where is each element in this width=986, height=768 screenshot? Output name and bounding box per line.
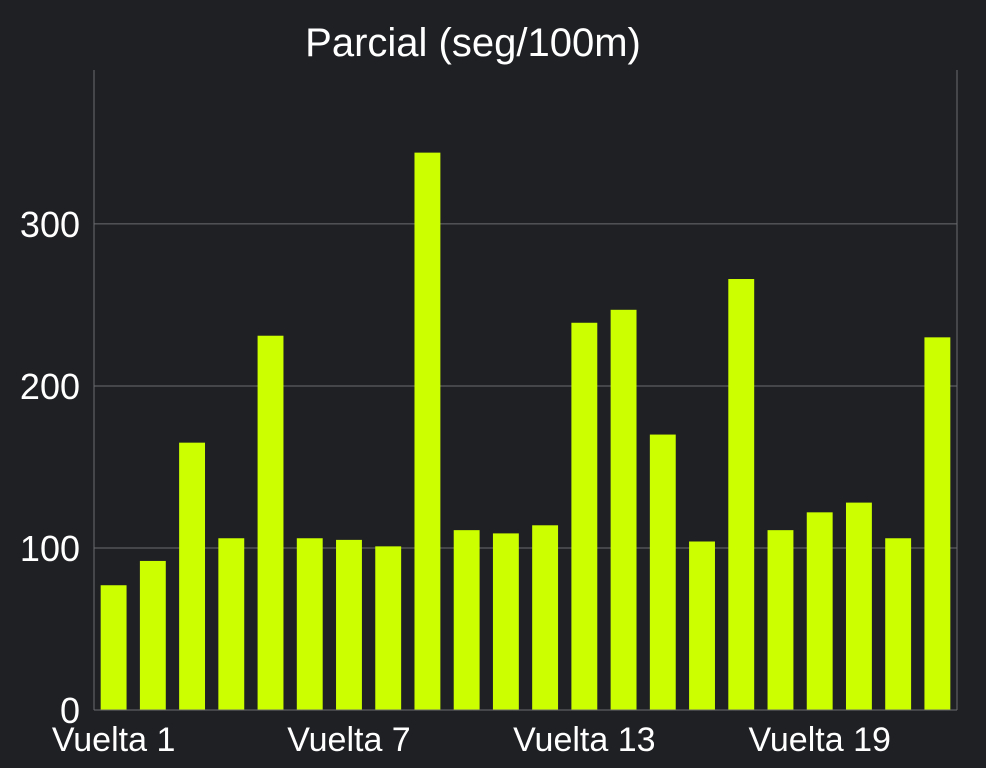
chart-title: Parcial (seg/100m) (305, 21, 641, 65)
bars (100, 152, 951, 710)
bar (492, 533, 519, 710)
y-tick-label: 300 (20, 204, 80, 245)
bar (767, 530, 794, 710)
x-tick-label: Vuelta 13 (513, 721, 655, 759)
x-tick-labels: Vuelta 1 Vuelta 7 Vuelta 13 Vuelta 19 (52, 721, 891, 759)
bar (336, 539, 362, 710)
bar (532, 525, 559, 710)
bar (728, 279, 755, 710)
bar (806, 512, 833, 710)
bar (296, 538, 323, 710)
gridlines (94, 223, 957, 549)
bar (139, 560, 166, 710)
bar (649, 434, 676, 710)
x-tick-label: Vuelta 19 (748, 721, 890, 759)
x-tick-label: Vuelta 1 (52, 721, 176, 759)
bar (845, 502, 872, 710)
y-tick-label: 200 (20, 366, 80, 407)
bar (257, 335, 284, 710)
y-tick-labels: 0 100 200 300 (20, 204, 80, 731)
bar (375, 546, 402, 710)
bar (571, 322, 598, 710)
bar (689, 541, 715, 710)
y-tick-label: 100 (20, 528, 80, 569)
y-tick-label: 0 (60, 690, 80, 731)
axes (93, 70, 958, 711)
bar (924, 337, 951, 710)
x-tick-label: Vuelta 7 (287, 721, 411, 759)
bar (100, 585, 127, 710)
bar (179, 442, 206, 710)
bar (453, 530, 480, 710)
bar (218, 538, 245, 710)
bar (610, 309, 637, 710)
bar (885, 538, 912, 710)
bar (414, 152, 441, 710)
